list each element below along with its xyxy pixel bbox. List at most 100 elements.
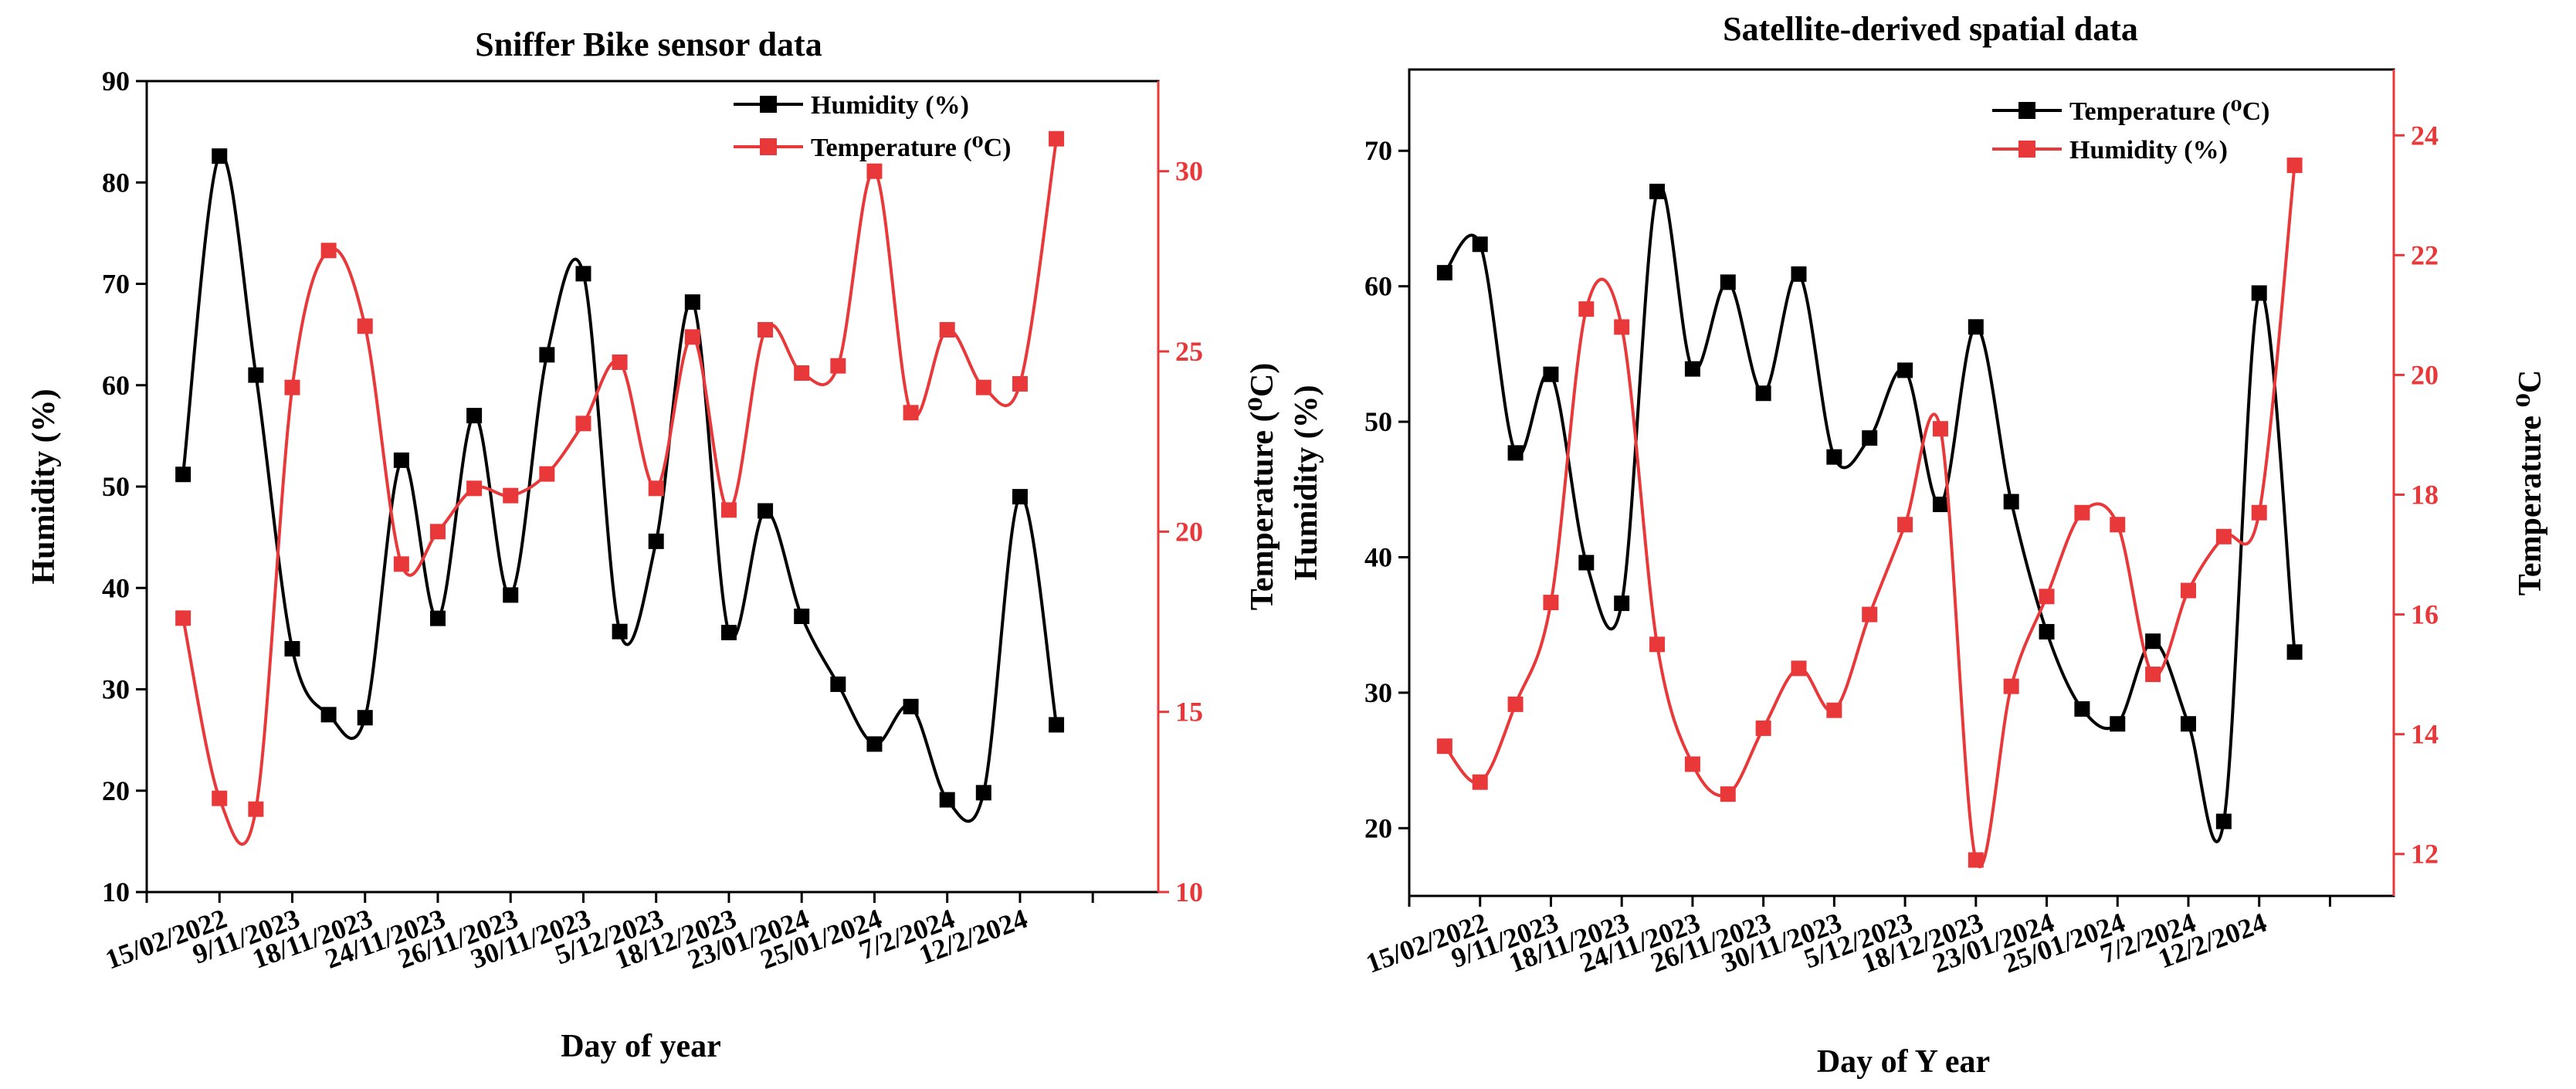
- y-tick-label: 60: [1364, 271, 1392, 302]
- y-axis-title-left: Humidity (%): [26, 388, 62, 584]
- data-point: [648, 533, 664, 549]
- data-point: [503, 487, 519, 504]
- data-point: [648, 480, 664, 497]
- data-point: [1720, 274, 1736, 290]
- data-point: [939, 792, 955, 808]
- data-point: [2039, 589, 2055, 605]
- data-point: [1049, 131, 1065, 147]
- y2-tick-label: 20: [2411, 359, 2439, 390]
- right-y-axis: 10 15 20 25 30: [1158, 156, 1203, 907]
- data-point: [684, 329, 700, 345]
- data-point: [1826, 449, 1842, 465]
- data-point: [975, 785, 991, 801]
- data-point: [539, 347, 555, 363]
- y2-tick-label: 20: [1175, 516, 1203, 547]
- series-line: [1443, 165, 2296, 869]
- data-point: [1578, 555, 1595, 571]
- legend-humidity-marker: [2018, 141, 2035, 158]
- data-point: [1649, 183, 1666, 199]
- data-point: [466, 480, 483, 497]
- data-point: [248, 367, 264, 383]
- y2-tick-label: 22: [2411, 239, 2439, 270]
- data-point: [2074, 701, 2090, 717]
- data-point: [1507, 445, 1524, 461]
- data-point: [539, 466, 555, 482]
- data-point: [1897, 517, 1913, 533]
- data-point: [320, 707, 337, 723]
- data-point: [794, 609, 810, 624]
- y-tick-label: 50: [1364, 406, 1392, 437]
- data-point: [2180, 582, 2196, 599]
- legend-temperature-marker: [760, 138, 777, 155]
- data-point: [357, 710, 373, 726]
- chart-title: Satellite-derived spatial data: [1723, 10, 2138, 48]
- y-tick-label: 40: [102, 572, 130, 603]
- series-line: [181, 153, 1059, 823]
- y-axis-title-right: Temperature (⁰C): [1245, 363, 1280, 611]
- data-point: [248, 801, 264, 817]
- series-layer: [1436, 158, 2303, 869]
- y-axis-title-right: Temperature ⁰C: [2513, 370, 2548, 596]
- left-y-axis: 20 30 40 50 60 70: [1364, 135, 1409, 843]
- data-point: [1012, 376, 1028, 392]
- y2-tick-label: 30: [1175, 156, 1203, 187]
- data-point: [2251, 285, 2267, 301]
- data-point: [2145, 633, 2161, 650]
- data-point: [1897, 362, 1913, 378]
- data-point: [1684, 361, 1700, 377]
- y-tick-label: 20: [102, 775, 130, 806]
- data-point: [2145, 667, 2161, 683]
- data-point: [1543, 366, 1559, 382]
- data-point: [2110, 716, 2126, 732]
- data-point: [284, 379, 300, 395]
- data-point: [1791, 660, 1807, 677]
- data-point: [2251, 504, 2267, 521]
- data-point: [720, 502, 737, 518]
- y2-tick-label: 18: [2411, 480, 2439, 511]
- data-point: [575, 266, 591, 282]
- y-tick-label: 70: [1364, 135, 1392, 166]
- satellite-chart: Satellite-derived spatial data 20 30 40 50 6…: [1289, 10, 2548, 1080]
- plot-frame: [1408, 68, 2395, 897]
- data-point: [1755, 385, 1771, 402]
- data-point: [2180, 716, 2196, 732]
- y-tick-label: 40: [1364, 541, 1392, 572]
- data-point: [1968, 852, 1984, 868]
- x-axis: 15/02/20229/11/202318/11/202324/11/20232…: [101, 892, 1094, 975]
- data-point: [393, 556, 409, 572]
- data-point: [503, 587, 519, 603]
- y-tick-label: 10: [102, 877, 130, 907]
- y-axis-title-left: Humidity (%): [1289, 385, 1324, 580]
- data-point: [2286, 644, 2303, 660]
- series-line: [1443, 185, 2296, 843]
- data-point: [903, 405, 919, 421]
- data-point: [2074, 504, 2090, 521]
- y-tick-label: 80: [102, 167, 130, 198]
- data-point: [1436, 265, 1452, 281]
- data-point: [2039, 623, 2055, 639]
- data-point: [212, 790, 228, 806]
- data-point: [357, 318, 373, 334]
- x-axis: 15/02/20229/11/202318/11/202324/11/20232…: [1362, 896, 2331, 979]
- data-point: [212, 148, 228, 165]
- data-point: [1684, 756, 1700, 772]
- y-tick-label: 30: [1364, 677, 1392, 708]
- data-point: [1614, 319, 1630, 335]
- data-point: [1862, 606, 1878, 623]
- data-point: [1012, 489, 1028, 505]
- left-y-axis: 10 20 30 40 50 60 70 80 90: [102, 66, 147, 907]
- data-point: [1862, 430, 1878, 446]
- legend-temperature-label: Temperature (⁰C): [2069, 97, 2269, 126]
- data-point: [429, 610, 446, 626]
- data-point: [866, 163, 883, 179]
- data-point: [830, 676, 846, 692]
- data-point: [1507, 696, 1524, 712]
- x-axis-title: Day of Y ear: [1817, 1044, 1990, 1080]
- data-point: [720, 625, 737, 640]
- y2-tick-label: 14: [2411, 719, 2439, 750]
- data-point: [2110, 517, 2126, 533]
- legend-humidity-label: Humidity (%): [2069, 136, 2228, 165]
- data-point: [866, 736, 883, 752]
- legend: Humidity (%) Temperature (⁰C): [734, 91, 1011, 162]
- y-tick-label: 50: [102, 471, 130, 502]
